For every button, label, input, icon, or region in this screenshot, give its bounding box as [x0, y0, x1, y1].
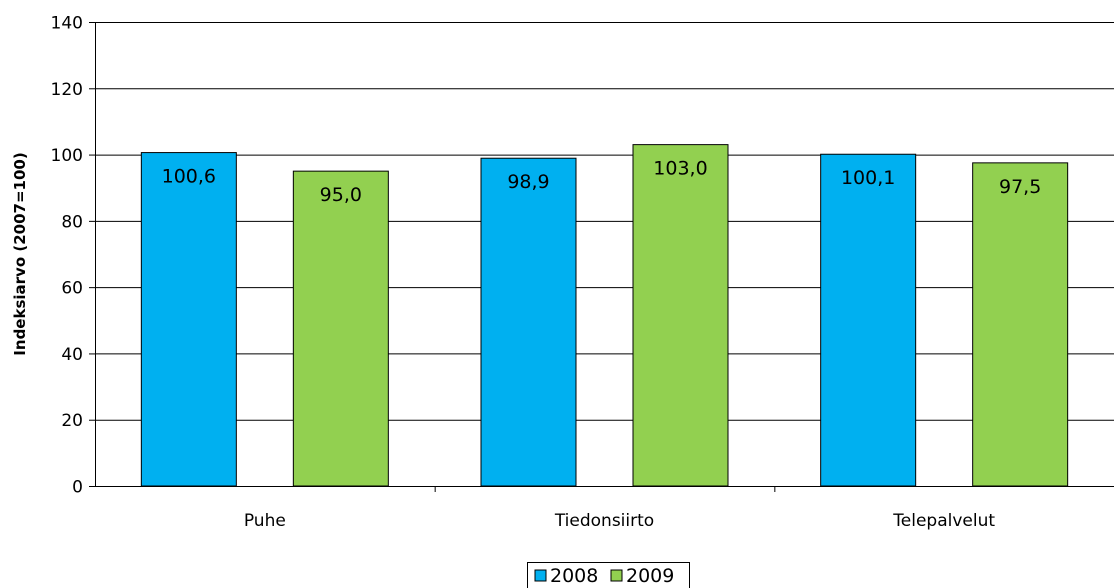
y-tick-label: 120: [51, 80, 83, 100]
category-label: Tiedonsiirto: [554, 511, 654, 531]
legend-swatch-2008: [534, 569, 547, 582]
bar-2008-puhe: [140, 152, 237, 487]
data-label: 100,1: [841, 167, 895, 189]
data-label: 98,9: [507, 171, 549, 193]
y-tick-label: 140: [51, 14, 83, 34]
data-label: 97,5: [999, 176, 1041, 198]
data-label: 103,0: [653, 158, 707, 180]
legend-label-2009: 2009: [626, 565, 674, 587]
bar-2008-tiedonsiirto: [480, 157, 577, 487]
data-label: 100,6: [162, 166, 216, 188]
y-tick-label: 100: [51, 146, 83, 166]
category-label: Telepalvelut: [892, 511, 995, 531]
category-label: Puhe: [244, 511, 286, 531]
y-tick-label: 80: [61, 212, 83, 232]
data-label: 95,0: [320, 184, 362, 206]
gridlines: [95, 22, 1114, 421]
legend-box: [527, 562, 690, 588]
bar-2009-tiedonsiirto: [632, 144, 729, 487]
y-tick-label: 60: [61, 279, 83, 299]
bars: [140, 144, 1069, 487]
category-labels: Puhe Tiedonsiirto Telepalvelut: [244, 486, 995, 531]
legend-label-2008: 2008: [550, 565, 598, 587]
y-axis-ticks: 0 20 40 60 80 100 120 140: [51, 14, 95, 498]
legend-swatch-2009: [610, 569, 623, 582]
bar-2009-telepalvelut: [972, 162, 1069, 487]
data-labels: 100,6 95,0 98,9 103,0 100,1 97,5: [162, 158, 1042, 207]
y-tick-label: 40: [61, 345, 83, 365]
bar-2008-telepalvelut: [820, 153, 917, 487]
legend: 2008 2009: [527, 562, 690, 588]
y-axis-label: Indeksiarvo (2007=100): [11, 152, 29, 355]
y-tick-label: 20: [61, 411, 83, 431]
bar-2009-puhe: [292, 170, 389, 487]
y-tick-label: 0: [72, 478, 83, 498]
